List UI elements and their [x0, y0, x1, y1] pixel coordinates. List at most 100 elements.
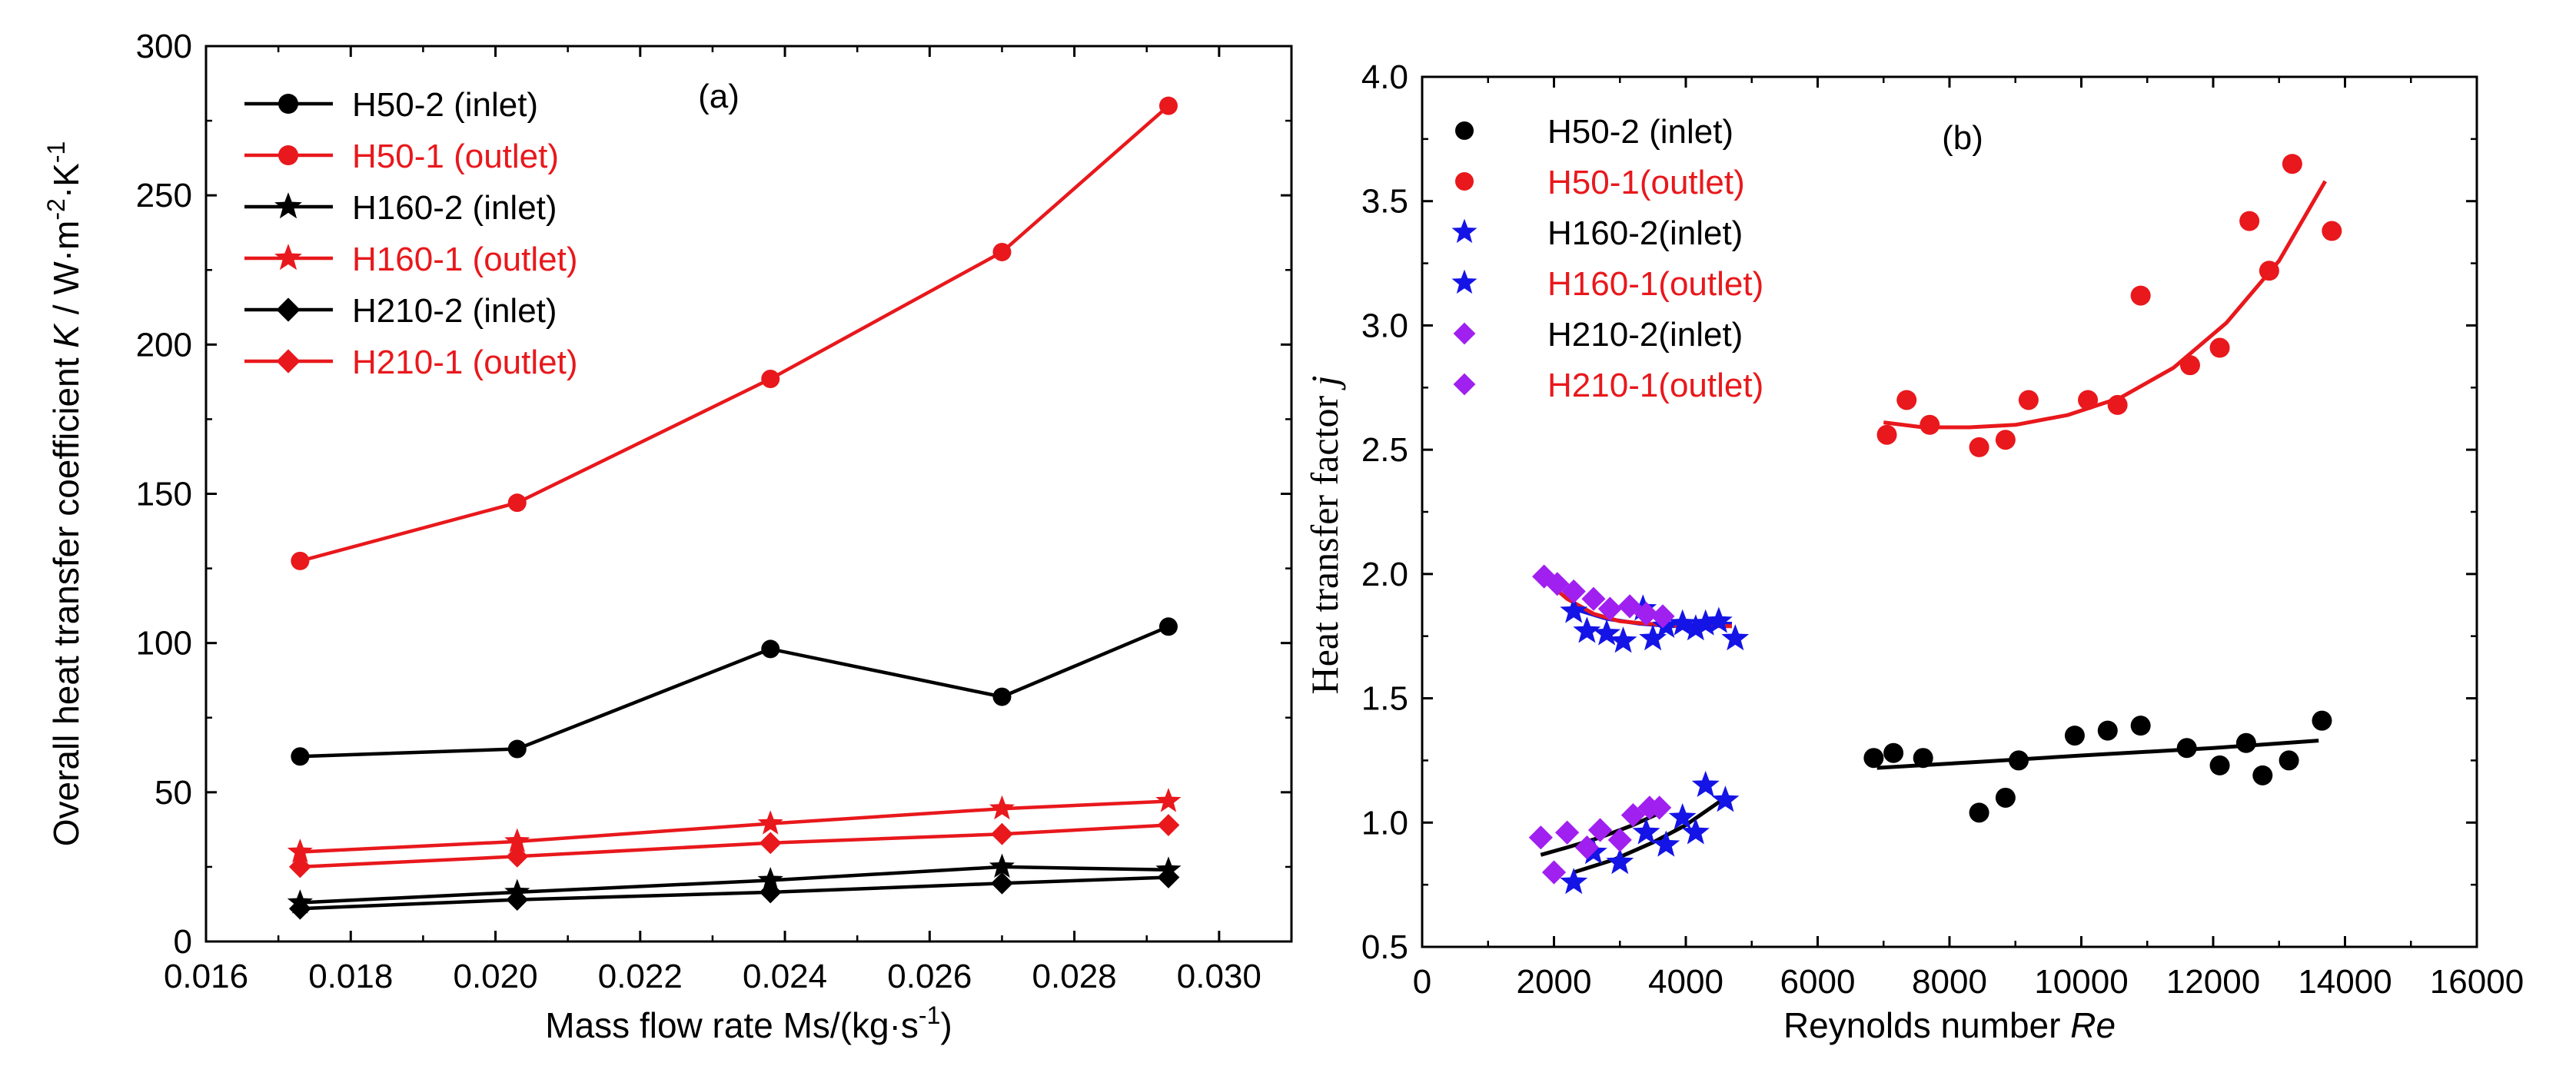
x-tick-label: 0.024 — [743, 958, 827, 995]
x-tick-label: 0.026 — [887, 958, 972, 995]
data-point — [2018, 390, 2039, 410]
data-point — [288, 897, 311, 920]
data-point — [1593, 619, 1620, 646]
data-point — [287, 839, 313, 863]
y-tick-label: 200 — [136, 326, 192, 364]
data-point — [1639, 624, 1667, 651]
data-point — [761, 639, 780, 659]
legend-label: H160-2 (inlet) — [352, 189, 557, 227]
data-point — [989, 795, 1015, 820]
data-point — [1721, 624, 1750, 651]
x-tick-label: 0.030 — [1177, 958, 1261, 995]
y-tick-label: 1.0 — [1361, 804, 1408, 842]
legend-label: H210-1(outlet) — [1547, 367, 1763, 404]
data-point — [291, 551, 310, 570]
data-point — [1691, 770, 1720, 797]
data-point — [2312, 710, 2332, 731]
data-point — [1574, 835, 1599, 860]
x-axis-label: Reynolds number Re — [1783, 1005, 2116, 1045]
legend-label: H210-2(inlet) — [1547, 316, 1743, 354]
legend-label: H50-2 (inlet) — [352, 86, 538, 124]
data-point — [1863, 748, 1884, 769]
x-axis-label: Mass flow rate Ms/(kg·s-1) — [545, 1001, 952, 1045]
x-tick-label: 0.022 — [598, 958, 683, 995]
x-tick-label: 0.028 — [1032, 958, 1117, 995]
data-point — [1158, 617, 1178, 636]
data-point — [759, 832, 782, 855]
data-point — [2209, 337, 2230, 358]
data-point — [1711, 785, 1740, 812]
data-point — [1647, 795, 1672, 820]
data-point — [2064, 726, 2085, 746]
x-tick-label: 10000 — [2034, 963, 2128, 1001]
legend-marker — [1453, 322, 1476, 345]
legend-marker — [278, 94, 298, 114]
data-point — [1876, 424, 1897, 445]
data-point — [1597, 596, 1622, 621]
y-tick-label: 250 — [136, 177, 192, 214]
legend-label: H50-1 (outlet) — [352, 138, 559, 175]
legend-marker — [276, 297, 301, 322]
data-point — [1883, 742, 1904, 763]
data-point — [1560, 868, 1588, 895]
data-point — [1528, 825, 1553, 850]
series-line — [300, 865, 1169, 905]
data-point — [288, 855, 311, 878]
legend-marker — [1455, 172, 1474, 191]
data-point — [2259, 261, 2279, 281]
x-tick-label: 0.016 — [164, 958, 248, 995]
data-point — [1607, 828, 1632, 852]
data-point — [506, 888, 529, 912]
y-axis-label: Heat transfer factor j — [1303, 375, 1346, 694]
data-point — [2239, 211, 2260, 231]
fit-curve — [1883, 180, 2327, 430]
data-point — [2179, 355, 2200, 376]
panel-a-chart: 0.016 0.018 0.020 0.022 0.024 0.026 0.028 0.030… — [42, 28, 1293, 1045]
data-point — [1681, 818, 1710, 845]
y-tick-label: 1.5 — [1361, 680, 1408, 718]
x-tick-label: 0 — [1413, 963, 1431, 1001]
data-point — [1668, 803, 1697, 830]
data-point — [761, 369, 780, 388]
data-point — [991, 822, 1013, 845]
data-point — [291, 747, 310, 766]
data-point — [1913, 748, 1933, 769]
legend-marker — [274, 244, 302, 271]
y-tick-label: 3.5 — [1361, 183, 1408, 221]
plot-frame — [1421, 75, 2478, 948]
data-point — [507, 493, 527, 513]
data-point — [757, 867, 783, 892]
data-point — [1632, 818, 1660, 845]
legend-label: H210-1 (outlet) — [352, 344, 577, 381]
data-point — [507, 739, 527, 759]
y-tick-label: 300 — [136, 28, 192, 65]
data-point — [992, 242, 1012, 261]
data-point — [1896, 390, 1917, 410]
data-point — [1573, 616, 1601, 643]
legend-marker — [278, 145, 298, 165]
data-point — [2107, 394, 2128, 415]
y-tick-label: 2.5 — [1361, 431, 1408, 469]
y-tick-label: 100 — [136, 625, 192, 663]
data-point — [2130, 285, 2151, 306]
y-tick-label: 0.5 — [1361, 928, 1408, 966]
x-tick-label: 2000 — [1517, 963, 1592, 1001]
legend-label: H160-1(outlet) — [1547, 265, 1763, 303]
data-point — [1587, 818, 1613, 842]
data-point — [1704, 606, 1733, 633]
x-tick-label: 0.020 — [453, 958, 537, 995]
data-point — [1969, 437, 1989, 457]
x-tick-label: 6000 — [1780, 963, 1856, 1001]
data-point — [989, 853, 1015, 878]
legend-label: H50-1(outlet) — [1547, 164, 1745, 201]
data-point — [2097, 720, 2118, 741]
y-tick-label: 2.0 — [1361, 556, 1408, 593]
panel-title: (a) — [698, 78, 740, 115]
data-point — [504, 828, 530, 852]
data-point — [992, 687, 1012, 706]
legend-marker — [274, 192, 302, 219]
data-point — [2252, 765, 2273, 785]
data-point — [2009, 750, 2029, 771]
data-point — [2235, 732, 2256, 753]
